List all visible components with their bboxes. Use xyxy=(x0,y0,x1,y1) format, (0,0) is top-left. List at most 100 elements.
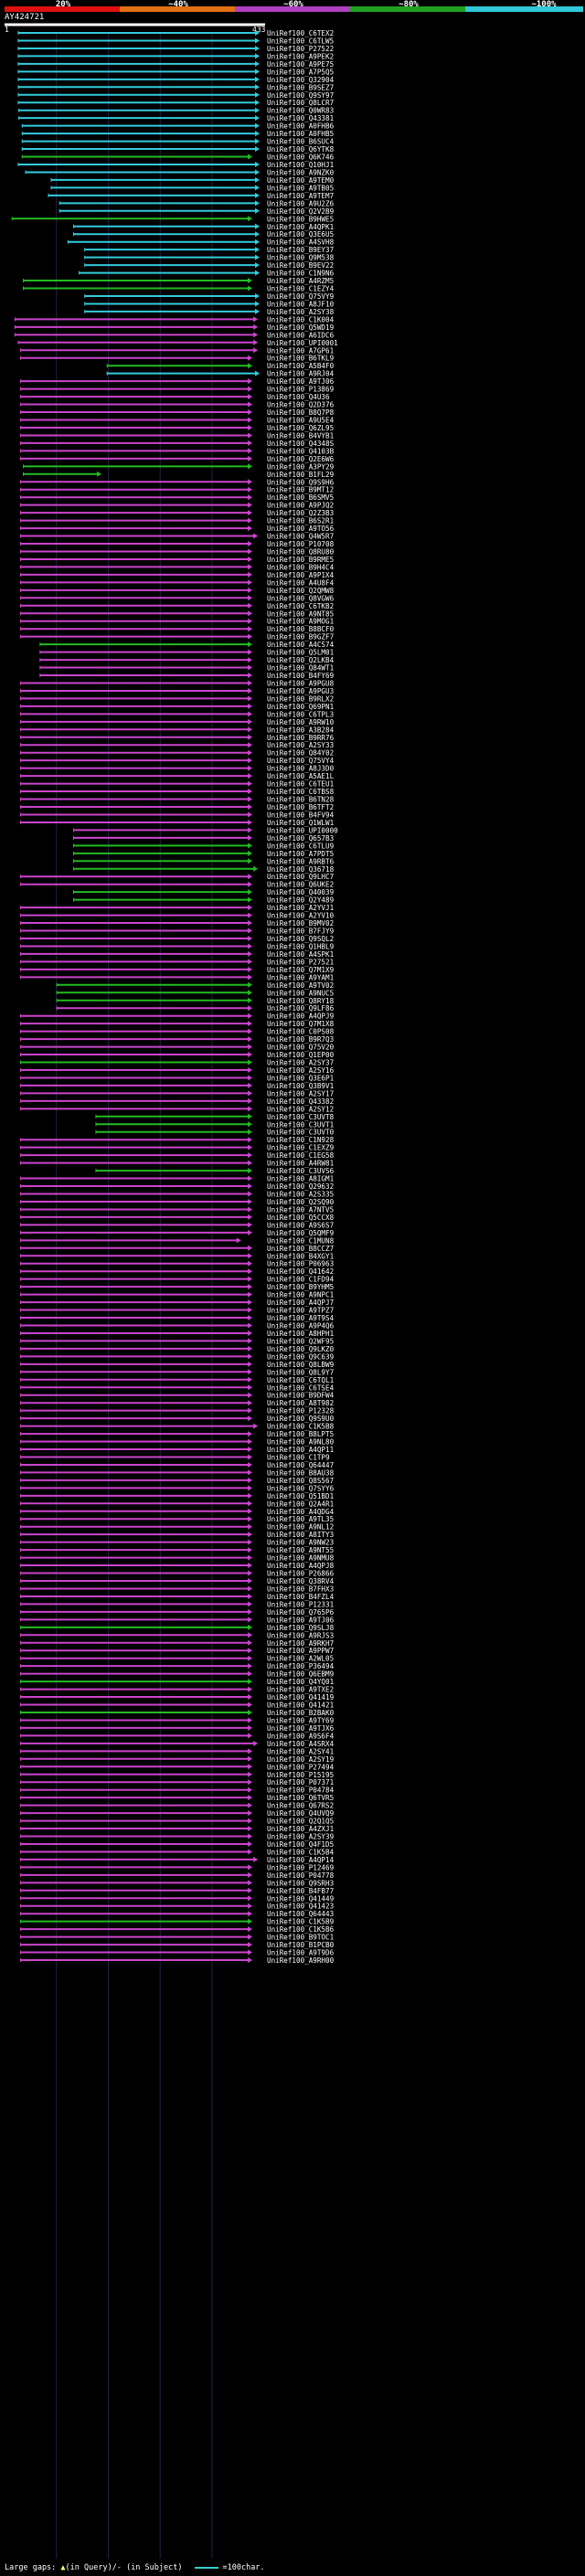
hit-label[interactable]: UniRef100_Q9SLJ8 xyxy=(267,1624,335,1632)
hit-label[interactable]: UniRef100_Q2Z3B3 xyxy=(267,509,334,517)
hit-label[interactable]: UniRef100_A2SY38 xyxy=(267,308,335,316)
hit-label[interactable]: UniRef100_Q32904 xyxy=(267,76,335,84)
hit-label[interactable]: UniRef100_P12331 xyxy=(267,1600,335,1608)
hit-label[interactable]: UniRef100_C3UVS6 xyxy=(267,1167,335,1175)
hit-label[interactable]: UniRef100_B8AU38 xyxy=(267,1468,335,1477)
hit-label[interactable]: UniRef100_C0PS08 xyxy=(267,1028,335,1036)
hit-label[interactable]: UniRef100_Q64443 xyxy=(267,1910,334,1918)
hit-label[interactable]: UniRef100_A9RBT6 xyxy=(267,857,335,865)
hit-label[interactable]: UniRef100_B7FJY9 xyxy=(267,928,335,936)
hit-label[interactable]: UniRef100_A2SY33 xyxy=(267,741,334,749)
hit-label[interactable]: UniRef100_C3UVT1 xyxy=(267,1120,335,1129)
hit-label[interactable]: UniRef100_Q41419 xyxy=(267,1693,335,1701)
hit-label[interactable]: UniRef100_Q75V20 xyxy=(267,1044,335,1052)
hit-label[interactable]: UniRef100_A9T9D6 xyxy=(267,1949,335,1957)
hit-label[interactable]: UniRef100_C3UVT8 xyxy=(267,1113,335,1121)
hit-label[interactable]: UniRef100_P04784 xyxy=(267,1786,335,1795)
hit-label[interactable]: UniRef100_A9S6S7 xyxy=(267,1221,334,1229)
hit-label[interactable]: UniRef100_Q1HBL9 xyxy=(267,942,335,950)
hit-label[interactable]: UniRef100_Q8LCR7 xyxy=(267,99,334,107)
hit-label[interactable]: UniRef100_B9GZF7 xyxy=(267,633,334,641)
hit-label[interactable]: UniRef100_Q4YQ01 xyxy=(267,1678,335,1686)
hit-label[interactable]: UniRef100_B6TKL9 xyxy=(267,355,335,363)
hit-label[interactable]: UniRef100_A7PDT5 xyxy=(267,850,334,858)
hit-label[interactable]: UniRef100_A9TV02 xyxy=(267,981,334,990)
hit-label[interactable]: UniRef100_A7NTV5 xyxy=(267,1205,334,1214)
hit-label[interactable]: UniRef100_A2SY19 xyxy=(267,1755,335,1764)
hit-label[interactable]: UniRef100_A9PJQ2 xyxy=(267,502,334,510)
hit-label[interactable]: UniRef100_A9YAM1 xyxy=(267,973,335,981)
hit-label[interactable]: UniRef100_B9DFW4 xyxy=(267,1392,335,1400)
hit-label[interactable]: UniRef100_C6TQL1 xyxy=(267,1376,335,1384)
hit-label[interactable]: UniRef100_Q2A4R1 xyxy=(267,1500,335,1508)
hit-label[interactable]: UniRef100_Q6TVR5 xyxy=(267,1794,334,1802)
hit-label[interactable]: UniRef100_A6IDC6 xyxy=(267,331,335,339)
hit-label[interactable]: UniRef100_Q4348S xyxy=(267,440,335,448)
hit-label[interactable]: UniRef100_B9EV22 xyxy=(267,261,334,270)
hit-label[interactable]: UniRef100_Q657B3 xyxy=(267,834,334,843)
hit-label[interactable]: UniRef100_A9TEM0 xyxy=(267,176,335,185)
hit-label[interactable]: UniRef100_A9TL35 xyxy=(267,1515,334,1523)
hit-label[interactable]: UniRef100_Q1EP00 xyxy=(267,1051,335,1059)
hit-label[interactable]: UniRef100_A9PGU3 xyxy=(267,687,334,695)
hit-label[interactable]: UniRef100_C1MUN8 xyxy=(267,1236,335,1245)
hit-label[interactable]: UniRef100_P13869 xyxy=(267,386,335,394)
hit-label[interactable]: UniRef100_B4XGY1 xyxy=(267,1252,335,1260)
hit-label[interactable]: UniRef100_A2SY39 xyxy=(267,1833,335,1841)
hit-label[interactable]: UniRef100_A4SRX4 xyxy=(267,1740,335,1748)
hit-label[interactable]: UniRef100_A3PY29 xyxy=(267,462,335,471)
hit-label[interactable]: UniRef100_A9PGU8 xyxy=(267,679,335,687)
hit-label[interactable]: UniRef100_B7FHX3 xyxy=(267,1585,334,1593)
hit-label[interactable]: UniRef100_Q7M1X9 xyxy=(267,966,335,974)
hit-label[interactable]: UniRef100_A4QPJ7 xyxy=(267,1299,334,1307)
hit-label[interactable]: UniRef100_B8CCZ7 xyxy=(267,1245,334,1253)
hit-label[interactable]: UniRef100_A9TEM7 xyxy=(267,192,334,200)
hit-label[interactable]: UniRef100_P26866 xyxy=(267,1570,335,1578)
hit-label[interactable]: UniRef100_B6TFT2 xyxy=(267,803,334,811)
hit-label[interactable]: UniRef100_P36494 xyxy=(267,1662,335,1670)
hit-label[interactable]: UniRef100_Q8VGW6 xyxy=(267,594,335,602)
hit-label[interactable]: UniRef100_A2WL05 xyxy=(267,1655,334,1663)
hit-label[interactable]: UniRef100_B4FZL4 xyxy=(267,1593,335,1601)
hit-label[interactable]: UniRef100_Q5CCX8 xyxy=(267,1214,335,1222)
hit-label[interactable]: UniRef100_A9TY69 xyxy=(267,1716,335,1724)
hit-label[interactable]: UniRef100_C1FD94 xyxy=(267,1276,335,1284)
hit-label[interactable]: UniRef100_Q84WT1 xyxy=(267,664,335,673)
hit-label[interactable]: UniRef100_Q38RV4 xyxy=(267,1577,335,1585)
hit-label[interactable]: UniRef100_A4QPJ8 xyxy=(267,1562,335,1570)
hit-label[interactable]: UniRef100_Q8RY18 xyxy=(267,997,335,1005)
hit-label[interactable]: UniRef100_C1K004 xyxy=(267,315,335,323)
hit-label[interactable]: UniRef100_Q8RU80 xyxy=(267,547,335,556)
hit-label[interactable]: UniRef100_A4ZXJ1 xyxy=(267,1825,335,1833)
hit-label[interactable]: UniRef100_B6S2R1 xyxy=(267,517,335,525)
hit-label[interactable]: UniRef100_P10708 xyxy=(267,540,335,548)
hit-label[interactable]: UniRef100_C1K5B9 xyxy=(267,1918,335,1926)
hit-label[interactable]: UniRef100_A9U5E4 xyxy=(267,417,335,425)
hit-label[interactable]: UniRef100_B9YHM5 xyxy=(267,1283,334,1291)
hit-label[interactable]: UniRef100_Q2V2B9 xyxy=(267,207,335,216)
hit-label[interactable]: UniRef100_C1K5B4 xyxy=(267,1848,335,1856)
hit-label[interactable]: UniRef100_C6TLU9 xyxy=(267,842,335,850)
hit-label[interactable]: UniRef100_A2SY37 xyxy=(267,1059,334,1067)
hit-label[interactable]: UniRef100_C1TP9 xyxy=(267,1453,330,1461)
hit-label[interactable]: UniRef100_C1EXZ9 xyxy=(267,1144,335,1152)
hit-label[interactable]: UniRef100_Q41449 xyxy=(267,1894,335,1903)
hit-label[interactable]: UniRef100_UPI0001 xyxy=(267,339,338,347)
hit-label[interactable]: UniRef100_C1EG58 xyxy=(267,1151,335,1160)
hit-label[interactable]: UniRef100_C3UVT0 xyxy=(267,1129,335,1137)
hit-label[interactable]: UniRef100_Q67RS2 xyxy=(267,1802,334,1810)
hit-label[interactable]: UniRef100_P04778 xyxy=(267,1871,335,1880)
hit-label[interactable]: UniRef100_Q64447 xyxy=(267,1461,334,1469)
hit-label[interactable]: UniRef100_P27522 xyxy=(267,45,334,53)
hit-label[interactable]: UniRef100_Q8LBW9 xyxy=(267,1361,335,1369)
hit-label[interactable]: UniRef100_A2SY12 xyxy=(267,1105,334,1113)
hit-label[interactable]: UniRef100_A9TXE2 xyxy=(267,1686,334,1694)
hit-label[interactable]: UniRef100_Q2Q1Q5 xyxy=(267,1818,334,1826)
hit-label[interactable]: UniRef100_A4QP14 xyxy=(267,1856,335,1864)
hit-label[interactable]: UniRef100_Q2WF95 xyxy=(267,1337,334,1345)
hit-label[interactable]: UniRef100_A4SVH8 xyxy=(267,239,335,247)
hit-label[interactable]: UniRef100_A9TB05 xyxy=(267,184,334,192)
hit-label[interactable]: UniRef100_Q5WD19 xyxy=(267,323,335,332)
hit-label[interactable]: UniRef100_A9TJ06 xyxy=(267,1616,335,1624)
hit-label[interactable]: UniRef100_Q9S9H6 xyxy=(267,478,335,486)
